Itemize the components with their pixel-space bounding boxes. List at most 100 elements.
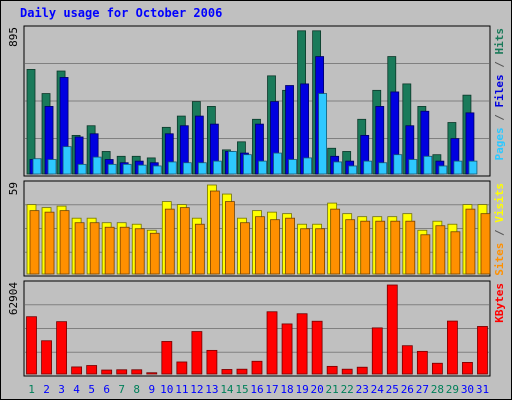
bar-hits-day-1 [26,69,36,175]
bar-pages-day-24 [378,162,388,175]
x-tick-label-day-30: 30 [461,383,474,396]
bar-sites-day-16 [255,216,265,275]
legend-part-3: Visits [493,183,506,223]
x-tick-label-day-9: 9 [148,383,155,396]
bar-kbytes-day-27 [416,350,428,375]
bar-pages-day-21 [333,161,343,175]
bar-sites-day-23 [360,220,371,275]
bar-kbytes-day-29 [447,320,458,375]
bar-pages-day-4 [77,163,87,175]
bar-kbytes-day-1 [26,316,37,375]
bar-kbytes-day-7 [116,369,128,375]
bar-kbytes-day-11 [176,361,188,375]
x-tick-label-day-4: 4 [73,383,80,396]
bar-kbytes-day-23 [356,366,368,375]
bar-sites-day-13 [209,190,220,275]
bar-pages-day-6 [107,163,117,175]
x-tick-label-day-11: 11 [175,383,188,396]
bar-pages-day-22 [348,165,358,175]
x-tick-label-day-25: 25 [386,383,399,396]
bar-sites-day-11 [179,207,190,275]
bar-sites-day-20 [315,228,326,275]
bar-pages-day-12 [197,162,207,175]
bar-kbytes-day-10 [161,341,173,375]
bar-pages-day-30 [468,160,478,175]
bar-sites-day-7 [119,226,130,275]
bar-pages-day-20 [318,93,328,175]
bar-sites-day-4 [74,222,85,275]
bar-sites-day-1 [29,210,40,275]
bar-pages-day-25 [393,154,403,175]
bar-kbytes-day-20 [311,320,323,375]
bar-kbytes-day-6 [101,369,113,375]
x-tick-label-day-10: 10 [160,383,173,396]
bar-sites-day-26 [405,220,416,275]
x-tick-label-day-19: 19 [295,383,308,396]
legend-part-3: Files [493,74,506,107]
x-tick-label-day-15: 15 [235,383,248,396]
x-tick-label-day-31: 31 [476,383,489,396]
panel-2: 59 Sites / Visits [7,180,506,277]
legend-part-1: Pages [493,127,506,160]
x-tick-label-day-14: 14 [220,383,234,396]
x-tick-label-day-5: 5 [88,383,95,396]
bar-sites-day-14 [225,201,235,275]
x-tick-label-day-23: 23 [356,383,369,396]
bar-sites-day-6 [104,226,115,275]
bar-pages-day-1 [32,158,42,175]
bar-pages-day-2 [47,159,57,175]
legend-part-2: / [493,108,506,128]
x-tick-label-day-27: 27 [416,383,429,396]
legend-part-1: KBytes [493,283,506,323]
x-tick-label-day-6: 6 [103,383,110,396]
bar-sites-day-24 [375,220,386,275]
bar-kbytes-day-26 [401,345,413,375]
bar-kbytes-day-22 [341,368,353,375]
bar-sites-day-31 [480,213,491,275]
bar-kbytes-day-3 [56,321,67,375]
bar-kbytes-day-5 [86,365,98,375]
bar-kbytes-day-13 [206,349,218,375]
y-max-label: 59 [7,182,20,195]
bar-kbytes-day-2 [41,340,52,375]
bar-pages-day-15 [243,154,252,175]
bar-kbytes-day-30 [462,361,473,375]
bar-kbytes-day-17 [266,311,278,375]
x-tick-label-day-26: 26 [401,383,414,396]
legend-part-1: Sites [493,243,506,276]
legend-part-2: / [493,223,506,243]
x-tick-label-day-18: 18 [280,383,293,396]
bar-kbytes-day-15 [236,368,248,375]
bar-pages-day-11 [182,162,192,175]
x-tick-label-day-8: 8 [133,383,140,396]
x-tick-label-day-22: 22 [341,383,354,396]
bar-kbytes-day-14 [221,369,233,375]
bar-kbytes-day-9 [146,372,158,375]
bar-kbytes-day-19 [296,313,308,375]
bar-sites-day-17 [270,219,280,275]
bar-pages-day-8 [137,164,147,175]
bar-sites-day-28 [435,225,446,275]
x-tick-label-day-13: 13 [205,383,218,396]
bar-sites-day-21 [330,208,341,275]
x-tick-label-day-20: 20 [311,383,324,396]
bar-pages-day-17 [273,152,282,175]
bar-sites-day-22 [345,219,356,275]
bar-kbytes-day-18 [281,323,293,375]
bar-kbytes-day-12 [191,331,203,375]
x-tick-label-day-3: 3 [58,383,65,396]
bar-kbytes-day-16 [251,360,263,375]
bar-pages-day-27 [423,155,433,175]
x-tick-label-day-16: 16 [250,383,263,396]
legend-part-4: / [493,55,506,75]
bar-sites-day-25 [390,220,401,275]
bar-pages-day-5 [92,156,102,175]
x-tick-label-day-17: 17 [265,383,278,396]
bar-sites-day-5 [89,222,100,275]
x-tick-label-day-12: 12 [190,383,203,396]
x-tick-label-day-2: 2 [43,383,50,396]
series-legend-label: Sites / Visits [493,183,506,276]
bar-sites-day-29 [450,231,461,275]
